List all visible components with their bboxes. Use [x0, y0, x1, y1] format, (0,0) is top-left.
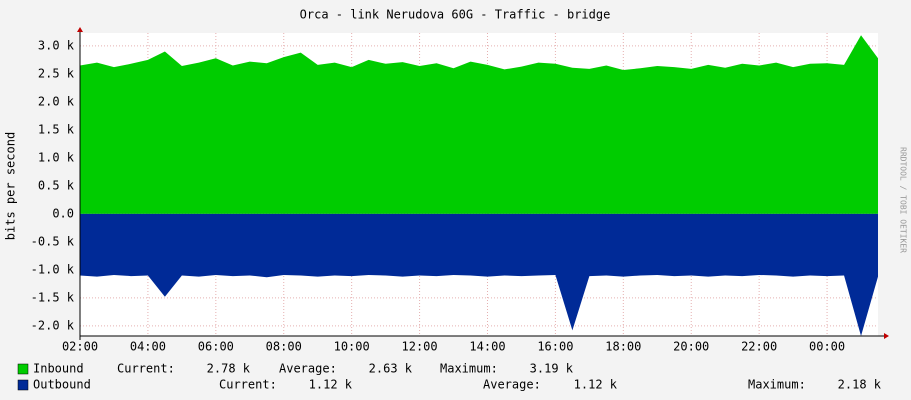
- x-tick-label: 04:00: [130, 340, 166, 354]
- legend-swatch: [17, 363, 29, 375]
- y-tick-label: 0.5 k: [38, 178, 75, 192]
- legend-stat-value: 1.12 k: [309, 378, 353, 392]
- legend-swatch: [17, 379, 29, 391]
- x-tick-label: 12:00: [402, 340, 438, 354]
- y-tick-label: 2.0 k: [38, 94, 75, 108]
- legend-stat-value: 2.63 k: [369, 362, 413, 376]
- x-tick-label: 20:00: [673, 340, 709, 354]
- x-tick-label: 06:00: [198, 340, 234, 354]
- y-tick-label: 1.0 k: [38, 150, 75, 164]
- legend-stat-label: Average:: [279, 362, 337, 376]
- y-axis-arrow: [77, 27, 83, 32]
- x-tick-label: 18:00: [605, 340, 641, 354]
- y-tick-label: 0.0: [52, 206, 74, 220]
- x-tick-label: 10:00: [334, 340, 370, 354]
- legend-stat-label: Maximum:: [748, 378, 806, 392]
- y-axis-label: bits per second: [4, 132, 18, 240]
- y-tick-label: -1.0 k: [31, 262, 75, 276]
- areas: [80, 35, 878, 336]
- x-tick-label: 22:00: [741, 340, 777, 354]
- legend-stat-value: 1.12 k: [574, 378, 618, 392]
- y-tick-label: 1.5 k: [38, 122, 75, 136]
- x-tick-label: 14:00: [469, 340, 505, 354]
- area: [80, 35, 878, 214]
- watermark: RRDTOOL / TOBI OETIKER: [899, 147, 908, 253]
- legend-label: Inbound: [33, 362, 84, 376]
- y-tick-label: 3.0 k: [38, 38, 75, 52]
- legend-label: Outbound: [33, 378, 91, 392]
- chart-title: Orca - link Nerudova 60G - Traffic - bri…: [300, 8, 611, 22]
- y-tick-label: -2.0 k: [31, 318, 75, 332]
- legend-stat-label: Maximum:: [440, 362, 498, 376]
- y-tick-label: -1.5 k: [31, 290, 75, 304]
- legend-stat-label: Average:: [483, 378, 541, 392]
- legend-stat-value: 2.18 k: [838, 378, 882, 392]
- x-tick-label: 02:00: [62, 340, 98, 354]
- legend-stat-label: Current:: [117, 362, 175, 376]
- legend-stat-value: 3.19 k: [530, 362, 574, 376]
- x-tick-label: 08:00: [266, 340, 302, 354]
- legend-stat-label: Current:: [219, 378, 277, 392]
- area: [80, 213, 878, 336]
- x-tick-label: 00:00: [809, 340, 845, 354]
- legend: Inbound Current: 2.78 k Average: 2.63 k Maxim…: [17, 362, 882, 392]
- y-tick-label: 2.5 k: [38, 66, 75, 80]
- legend-stat-value: 2.78 k: [207, 362, 251, 376]
- y-tick-label: -0.5 k: [31, 234, 75, 248]
- x-axis-arrow: [884, 333, 889, 339]
- x-tick-label: 16:00: [537, 340, 573, 354]
